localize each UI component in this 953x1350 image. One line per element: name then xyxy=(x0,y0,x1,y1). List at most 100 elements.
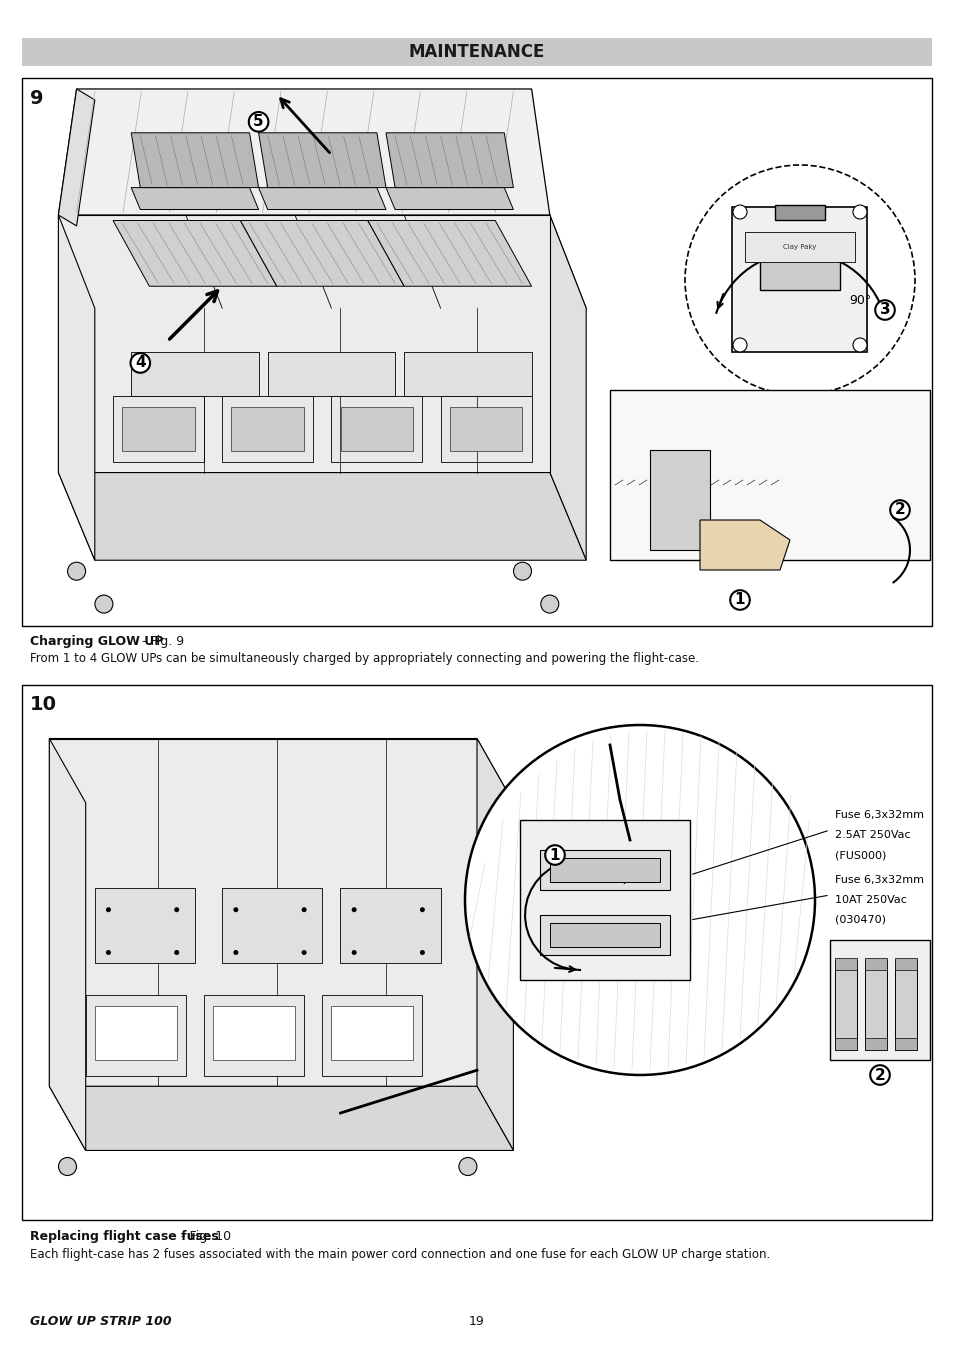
Circle shape xyxy=(684,165,914,396)
Circle shape xyxy=(58,1157,76,1176)
Polygon shape xyxy=(58,89,94,225)
Polygon shape xyxy=(94,1006,176,1060)
Polygon shape xyxy=(231,406,304,451)
Polygon shape xyxy=(340,406,413,451)
Circle shape xyxy=(458,1157,476,1176)
Bar xyxy=(894,958,916,971)
Bar xyxy=(760,240,840,290)
Polygon shape xyxy=(322,995,422,1076)
Polygon shape xyxy=(386,188,513,209)
Text: Replacing flight case fuses: Replacing flight case fuses xyxy=(30,1230,218,1243)
Bar xyxy=(649,450,709,549)
Circle shape xyxy=(352,950,356,954)
Polygon shape xyxy=(58,215,549,472)
Polygon shape xyxy=(50,738,86,1150)
Circle shape xyxy=(233,950,238,954)
Bar xyxy=(22,78,931,626)
Polygon shape xyxy=(222,888,322,963)
Text: 1: 1 xyxy=(734,593,744,608)
Text: GLOW UP STRIP 100: GLOW UP STRIP 100 xyxy=(30,1315,172,1328)
Polygon shape xyxy=(58,215,94,560)
Polygon shape xyxy=(50,738,513,803)
Polygon shape xyxy=(213,1006,294,1060)
Bar xyxy=(834,1038,856,1050)
Text: 1: 1 xyxy=(549,848,559,863)
Circle shape xyxy=(513,562,531,580)
Text: 2: 2 xyxy=(894,502,904,517)
Circle shape xyxy=(301,950,306,954)
Bar xyxy=(539,850,669,890)
Polygon shape xyxy=(122,406,194,451)
Text: Each flight-case has 2 fuses associated with the main power cord connection and : Each flight-case has 2 fuses associated … xyxy=(30,1247,769,1261)
Circle shape xyxy=(732,205,746,219)
Polygon shape xyxy=(340,888,440,963)
Text: 5: 5 xyxy=(253,115,264,130)
Polygon shape xyxy=(94,888,194,963)
Bar xyxy=(22,38,931,66)
Bar xyxy=(539,915,669,954)
Polygon shape xyxy=(331,1006,413,1060)
Polygon shape xyxy=(112,396,204,462)
Bar xyxy=(731,207,866,352)
Bar xyxy=(864,960,886,1050)
Circle shape xyxy=(233,907,238,913)
Polygon shape xyxy=(86,995,186,1076)
Circle shape xyxy=(352,907,356,913)
Text: 9: 9 xyxy=(30,89,44,108)
Bar xyxy=(774,205,824,220)
Circle shape xyxy=(301,907,306,913)
Polygon shape xyxy=(58,472,585,560)
Polygon shape xyxy=(258,132,386,188)
Polygon shape xyxy=(404,352,531,396)
Polygon shape xyxy=(476,738,513,1150)
Polygon shape xyxy=(58,215,585,308)
Text: (FUS000): (FUS000) xyxy=(834,850,885,860)
Circle shape xyxy=(106,950,111,954)
Polygon shape xyxy=(204,995,304,1076)
Circle shape xyxy=(419,950,424,954)
Bar xyxy=(834,960,856,1050)
Polygon shape xyxy=(50,1087,513,1150)
Text: 2: 2 xyxy=(874,1068,884,1083)
Bar xyxy=(22,684,931,1220)
Text: 19: 19 xyxy=(469,1315,484,1328)
Polygon shape xyxy=(700,520,789,570)
Bar xyxy=(829,940,929,1060)
Polygon shape xyxy=(240,220,404,286)
Bar xyxy=(894,1038,916,1050)
Bar xyxy=(550,923,659,946)
Bar xyxy=(834,958,856,971)
Text: 10AT 250Vac: 10AT 250Vac xyxy=(834,895,906,905)
Circle shape xyxy=(174,950,179,954)
Text: 4: 4 xyxy=(134,355,146,370)
Circle shape xyxy=(94,595,112,613)
Text: Fuse 6,3x32mm: Fuse 6,3x32mm xyxy=(834,810,923,819)
Polygon shape xyxy=(331,396,422,462)
Text: 2.5AT 250Vac: 2.5AT 250Vac xyxy=(834,830,910,840)
Polygon shape xyxy=(440,396,531,462)
Polygon shape xyxy=(112,220,276,286)
Polygon shape xyxy=(132,352,258,396)
Polygon shape xyxy=(50,738,476,1087)
Bar xyxy=(550,859,659,882)
Circle shape xyxy=(852,205,866,219)
Polygon shape xyxy=(268,352,395,396)
Polygon shape xyxy=(386,132,513,188)
Bar xyxy=(744,232,854,262)
Bar xyxy=(609,390,929,560)
Circle shape xyxy=(174,907,179,913)
Circle shape xyxy=(419,907,424,913)
Bar xyxy=(894,960,916,1050)
Text: MAINTENANCE: MAINTENANCE xyxy=(409,43,544,61)
Circle shape xyxy=(732,338,746,352)
Polygon shape xyxy=(258,188,386,209)
Text: Clay Paky: Clay Paky xyxy=(782,244,816,250)
Text: 3: 3 xyxy=(879,302,889,317)
Text: Charging GLOW UP: Charging GLOW UP xyxy=(30,634,163,648)
Polygon shape xyxy=(549,215,585,560)
Polygon shape xyxy=(132,188,258,209)
Polygon shape xyxy=(368,220,531,286)
Polygon shape xyxy=(222,396,313,462)
Text: Fuse 6,3x32mm: Fuse 6,3x32mm xyxy=(834,875,923,886)
Circle shape xyxy=(68,562,86,580)
